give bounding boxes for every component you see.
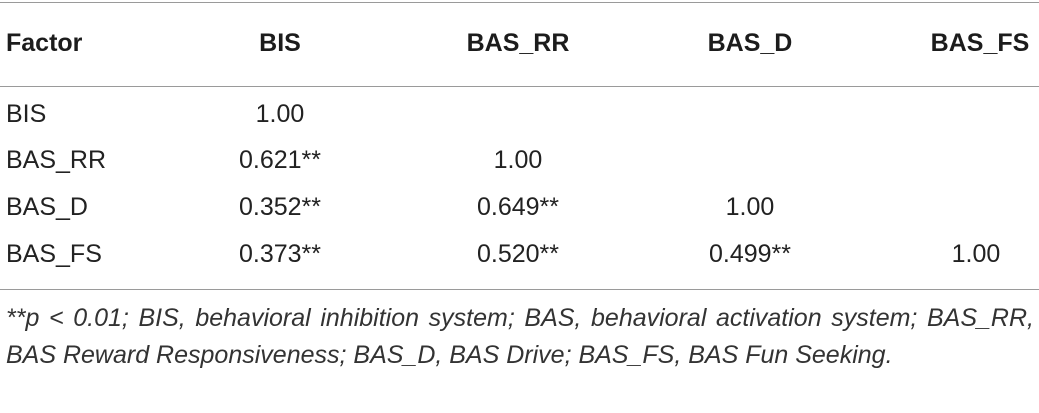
header-bas-rr: BAS_RR bbox=[466, 29, 570, 57]
table-top-rule bbox=[0, 2, 1039, 3]
row-label: BAS_D bbox=[6, 193, 88, 221]
header-bas-fs: BAS_FS bbox=[930, 29, 1030, 57]
header-factor: Factor bbox=[6, 29, 83, 57]
table-cell: 0.649** bbox=[476, 193, 560, 221]
table-row: BIS 1.00 bbox=[0, 91, 1039, 137]
row-label: BIS bbox=[6, 100, 47, 128]
table-bottom-rule bbox=[0, 289, 1039, 290]
table-cell: 0.621** bbox=[238, 146, 322, 174]
table-header-row: Factor BIS BAS_RR BAS_D BAS_FS bbox=[0, 20, 1039, 66]
row-label: BAS_RR bbox=[6, 146, 107, 174]
table-footnote: **p < 0.01; BIS, behavioral inhibition s… bbox=[6, 304, 1034, 369]
header-bas-d: BAS_D bbox=[707, 29, 793, 57]
table-cell: 0.373** bbox=[238, 240, 322, 268]
header-bis: BIS bbox=[259, 29, 301, 57]
table-cell: 1.00 bbox=[493, 146, 543, 174]
row-label: BAS_FS bbox=[6, 240, 102, 268]
table-row: BAS_FS 0.373** 0.520** 0.499** 1.00 bbox=[0, 231, 1039, 277]
table-cell: 1.00 bbox=[725, 193, 775, 221]
table-row: BAS_D 0.352** 0.649** 1.00 bbox=[0, 184, 1039, 230]
table-cell: 0.520** bbox=[476, 240, 560, 268]
table-cell: 1.00 bbox=[255, 100, 305, 128]
table-cell: 0.352** bbox=[238, 193, 322, 221]
table-header-rule bbox=[0, 86, 1039, 87]
table-row: BAS_RR 0.621** 1.00 bbox=[0, 137, 1039, 183]
table-cell: 0.499** bbox=[708, 240, 792, 268]
table-cell: 1.00 bbox=[951, 240, 1001, 268]
